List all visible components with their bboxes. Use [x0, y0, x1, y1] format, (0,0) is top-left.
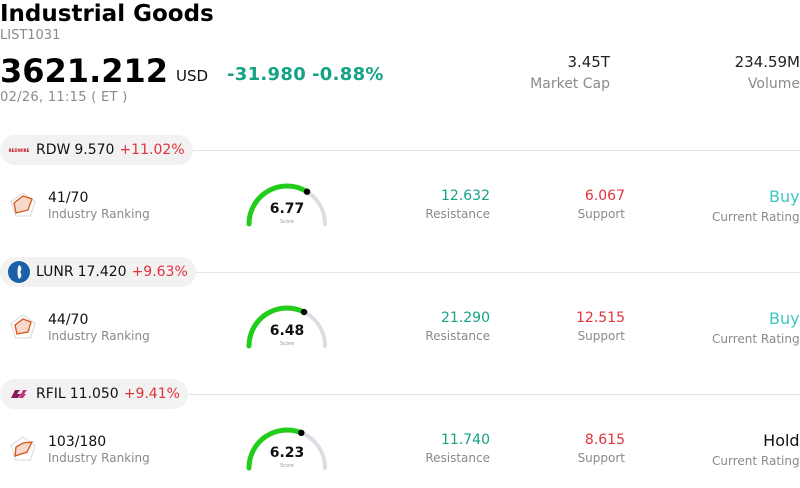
resistance-label: Resistance — [425, 329, 490, 343]
ranking-label: Industry Ranking — [48, 451, 150, 465]
stock-price: 17.420 — [77, 264, 127, 280]
index-price: 3621.212 — [0, 52, 169, 90]
section-divider — [0, 394, 800, 395]
ranking-value: 103/180 — [48, 434, 107, 450]
resistance-value: 21.290 — [441, 310, 490, 326]
stock-pill[interactable]: LUNR 17.420 +9.63% — [0, 257, 196, 287]
score-label: Score — [279, 219, 294, 225]
lunr-logo-icon — [8, 261, 30, 283]
market-cap-stat: 3.45T Market Cap — [530, 53, 610, 92]
stock-price: 11.050 — [69, 386, 119, 402]
stock-change-percent: +9.63% — [131, 264, 188, 280]
currency-label: USD — [176, 67, 209, 85]
rating-label: Current Rating — [712, 454, 800, 468]
stock-pill[interactable]: REDWIRE RDW 9.570 +11.02% — [0, 135, 193, 165]
score-label: Score — [279, 341, 294, 347]
score-label: Score — [279, 463, 294, 469]
stock-change-percent: +9.41% — [123, 386, 180, 402]
radar-chart-icon — [10, 314, 36, 339]
volume-stat: 234.59M Volume — [735, 53, 800, 92]
support-value: 12.515 — [576, 310, 625, 326]
rating-value: Hold — [763, 431, 800, 450]
stock-card[interactable]: LUNR 17.420 +9.63% 44/70 Industry Rankin… — [0, 256, 800, 378]
radar-chart-icon — [10, 436, 36, 461]
rating-value: Buy — [768, 187, 800, 206]
ranking-label: Industry Ranking — [48, 329, 150, 343]
stock-change-percent: +11.02% — [119, 142, 185, 158]
support-label: Support — [577, 207, 625, 221]
ranking-label: Industry Ranking — [48, 207, 150, 221]
support-label: Support — [577, 329, 625, 343]
price-change: -31.980 -0.88% — [227, 64, 390, 85]
score-value: 6.23 — [269, 445, 305, 461]
market-cap-label: Market Cap — [530, 76, 610, 92]
stock-ticker: RDW — [36, 142, 71, 158]
score-gauge — [246, 183, 327, 227]
change-percent: -0.88% — [312, 64, 384, 85]
support-value: 6.067 — [584, 188, 625, 204]
resistance-value: 12.632 — [441, 188, 490, 204]
score-gauge — [246, 427, 327, 471]
page-title: Industrial Goods — [0, 1, 214, 27]
stock-ticker: RFIL — [36, 386, 66, 402]
score-value: 6.48 — [269, 323, 305, 339]
index-code: LIST1031 — [0, 28, 61, 43]
rdw-logo-icon: REDWIRE — [8, 139, 30, 161]
ranking-value: 41/70 — [48, 190, 89, 206]
ranking-value: 44/70 — [48, 312, 89, 328]
support: 8.615 Support — [578, 432, 625, 465]
score-value: 6.77 — [269, 201, 305, 217]
industry-ranking: 103/180 Industry Ranking — [48, 434, 150, 465]
stock-price: 9.570 — [74, 142, 115, 158]
industry-ranking: 44/70 Industry Ranking — [48, 312, 150, 343]
score-gauge — [246, 305, 327, 349]
svg-text:REDWIRE: REDWIRE — [9, 148, 30, 153]
current-rating[interactable]: Buy Current Rating — [712, 309, 800, 346]
stock-card[interactable]: RFIL 11.050 +9.41% 103/180 Industry Rank… — [0, 378, 800, 488]
resistance: 12.632 Resistance — [425, 188, 490, 221]
radar-chart-icon — [10, 192, 36, 217]
rating-label: Current Rating — [712, 332, 800, 346]
resistance: 21.290 Resistance — [425, 310, 490, 343]
market-cap-value: 3.45T — [567, 53, 610, 71]
change-value: -31.980 — [227, 64, 307, 85]
rating-value: Buy — [768, 309, 800, 328]
stock-pill[interactable]: RFIL 11.050 +9.41% — [0, 379, 188, 409]
section-divider — [0, 272, 800, 273]
stock-ticker: LUNR — [36, 264, 74, 280]
support: 12.515 Support — [576, 310, 625, 343]
industry-ranking: 41/70 Industry Ranking — [48, 190, 150, 221]
support-value: 8.615 — [584, 432, 625, 448]
resistance-label: Resistance — [425, 451, 490, 465]
volume-label: Volume — [747, 76, 800, 92]
section-divider — [0, 150, 800, 151]
quote-timestamp: 02/26, 11:15 ( ET ) — [0, 90, 128, 105]
rfil-logo-icon — [8, 383, 30, 405]
current-rating[interactable]: Buy Current Rating — [712, 187, 800, 224]
resistance-label: Resistance — [425, 207, 490, 221]
rating-label: Current Rating — [712, 210, 800, 224]
volume-value: 234.59M — [734, 53, 800, 71]
resistance-value: 11.740 — [441, 432, 490, 448]
support-label: Support — [577, 451, 625, 465]
resistance: 11.740 Resistance — [425, 432, 490, 465]
stock-card[interactable]: REDWIRE RDW 9.570 +11.02% 41/70 Industry… — [0, 134, 800, 256]
current-rating[interactable]: Hold Current Rating — [712, 431, 800, 468]
support: 6.067 Support — [578, 188, 625, 221]
